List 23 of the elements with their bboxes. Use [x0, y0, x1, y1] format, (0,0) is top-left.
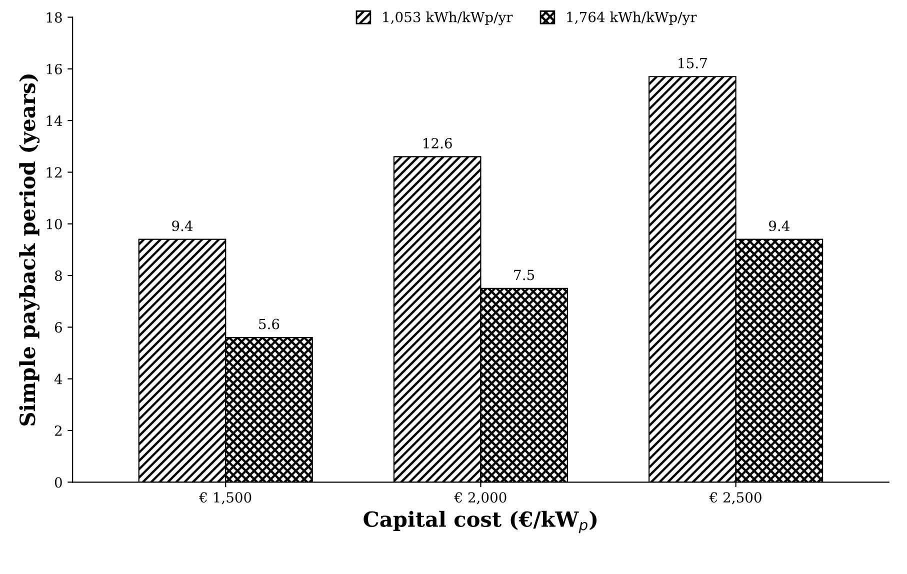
x-tick-label: € 2,000	[454, 492, 506, 504]
y-tick-label: 16	[46, 64, 62, 74]
x-tick-label: € 2,500	[709, 492, 762, 504]
legend-label: 1,764 kWh/kWp/yr	[567, 12, 697, 26]
x-axis-title: Capital cost (€/kW$_{p}$)	[364, 510, 597, 534]
data-label: 9.4	[172, 220, 193, 232]
y-tick-label: 12	[46, 167, 62, 178]
y-tick-label: 6	[54, 322, 62, 333]
legend-label: 1,053 kWh/kWp/yr	[383, 12, 513, 26]
y-tick-label: 8	[54, 270, 62, 281]
data-label: 7.5	[514, 270, 534, 280]
data-label: 12.6	[424, 138, 452, 148]
data-label: 15.7	[678, 58, 707, 68]
y-tick-label: 10	[46, 218, 62, 230]
y-tick-label: 4	[54, 374, 62, 384]
y-tick-label: 14	[46, 116, 62, 126]
y-axis-title: Simple payback period (years)	[19, 74, 40, 426]
data-label: 9.4	[769, 220, 790, 232]
y-tick-label: 0	[54, 477, 62, 488]
x-tick-label: € 1,500	[199, 492, 252, 504]
y-tick-label: 2	[54, 425, 62, 436]
y-tick-label: 18	[46, 12, 62, 23]
data-label: 5.6	[259, 318, 280, 330]
